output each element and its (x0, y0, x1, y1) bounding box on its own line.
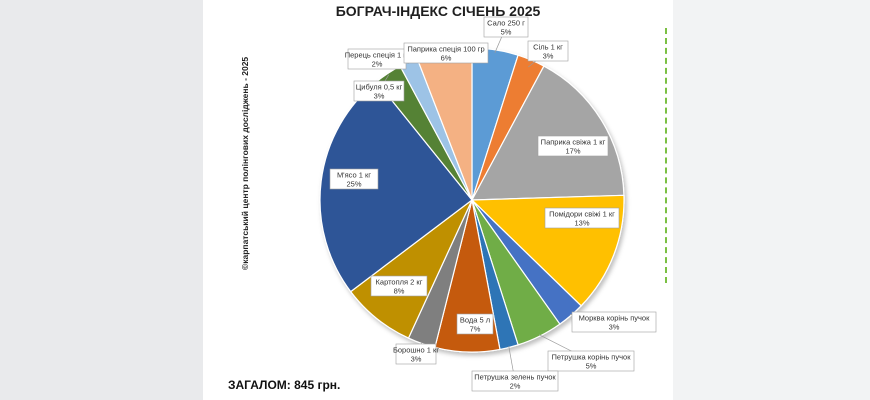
slice-label: Паприка спеція 100 гр6% (403, 42, 489, 64)
slice-label-name: Вода 5 л (460, 316, 490, 325)
slice-label-name: Сало 250 г (487, 19, 525, 28)
slice-label-percent: 3% (374, 92, 385, 101)
slice-label-name: Морква корінь пучок (579, 314, 651, 323)
slice-label-box (456, 313, 494, 335)
slice-label-name: Борошно 1 кг (393, 346, 439, 355)
slice-label-name: Картопля 2 кг (376, 278, 423, 287)
slice-label: Сіль 1 кг3% (527, 40, 569, 62)
slice-label-percent: 7% (470, 325, 481, 334)
slice-label: Картопля 2 кг8% (370, 275, 428, 297)
slice-label-percent: 13% (574, 219, 589, 228)
slice-label-box (395, 343, 437, 365)
slice-label-box (537, 135, 609, 157)
slice-label-box (527, 40, 569, 62)
slice-label: Цибуля 0,5 кг3% (353, 80, 405, 102)
chart-title: БОГРАЧ-ІНДЕКС СІЧЕНЬ 2025 (335, 3, 541, 19)
slice-label-percent: 5% (501, 28, 512, 37)
slice-label-name: Паприка спеція 100 гр (407, 45, 484, 54)
slice-label-percent: 3% (609, 323, 620, 332)
slice-label-name: Помідори свіжі 1 кг (549, 210, 615, 219)
slice-label-percent: 6% (441, 54, 452, 63)
pie-slice (470, 65, 625, 201)
green-dashed-guide (665, 28, 669, 283)
total-label: ЗАГАЛОМ: 845 грн. (228, 378, 341, 392)
slice-label-percent: 25% (346, 180, 361, 189)
slice-label-name: Паприка свіжа 1 кг (541, 138, 606, 147)
slice-label: Перець спеція 1 кг2% (345, 48, 410, 70)
slice-label-box (571, 311, 657, 333)
right-panel (673, 0, 870, 400)
slice-label-box (471, 370, 559, 392)
slice-label-name: Петрушка зелень пучок (474, 373, 556, 382)
slice-label-name: Петрушка корінь пучок (552, 353, 632, 362)
slice-label-percent: 2% (510, 382, 521, 391)
slice-label-box (544, 207, 620, 229)
slice-label-name: Перець спеція 1 кг (345, 51, 410, 60)
slice-label: Вода 5 л7% (456, 313, 494, 335)
slice-label-box (353, 80, 405, 102)
slice-label-box (329, 168, 379, 190)
slice-label-box (483, 16, 529, 38)
slice-label-box (547, 350, 635, 372)
slice-label-percent: 5% (586, 362, 597, 371)
slice-label-name: Сіль 1 кг (533, 43, 563, 52)
slice-label-percent: 3% (543, 52, 554, 61)
slice-label-name: М'ясо 1 кг (337, 171, 371, 180)
slice-label-box (403, 42, 489, 64)
slice-label-name: Цибуля 0,5 кг (356, 83, 403, 92)
slice-label-percent: 3% (411, 355, 422, 364)
slice-label: Сало 250 г5% (483, 16, 529, 38)
slice-label-percent: 2% (372, 60, 383, 69)
slice-label-box (370, 275, 428, 297)
slice-label: Борошно 1 кг3% (393, 343, 439, 365)
slice-label-percent: 8% (394, 287, 405, 296)
slice-label-percent: 17% (565, 147, 580, 156)
